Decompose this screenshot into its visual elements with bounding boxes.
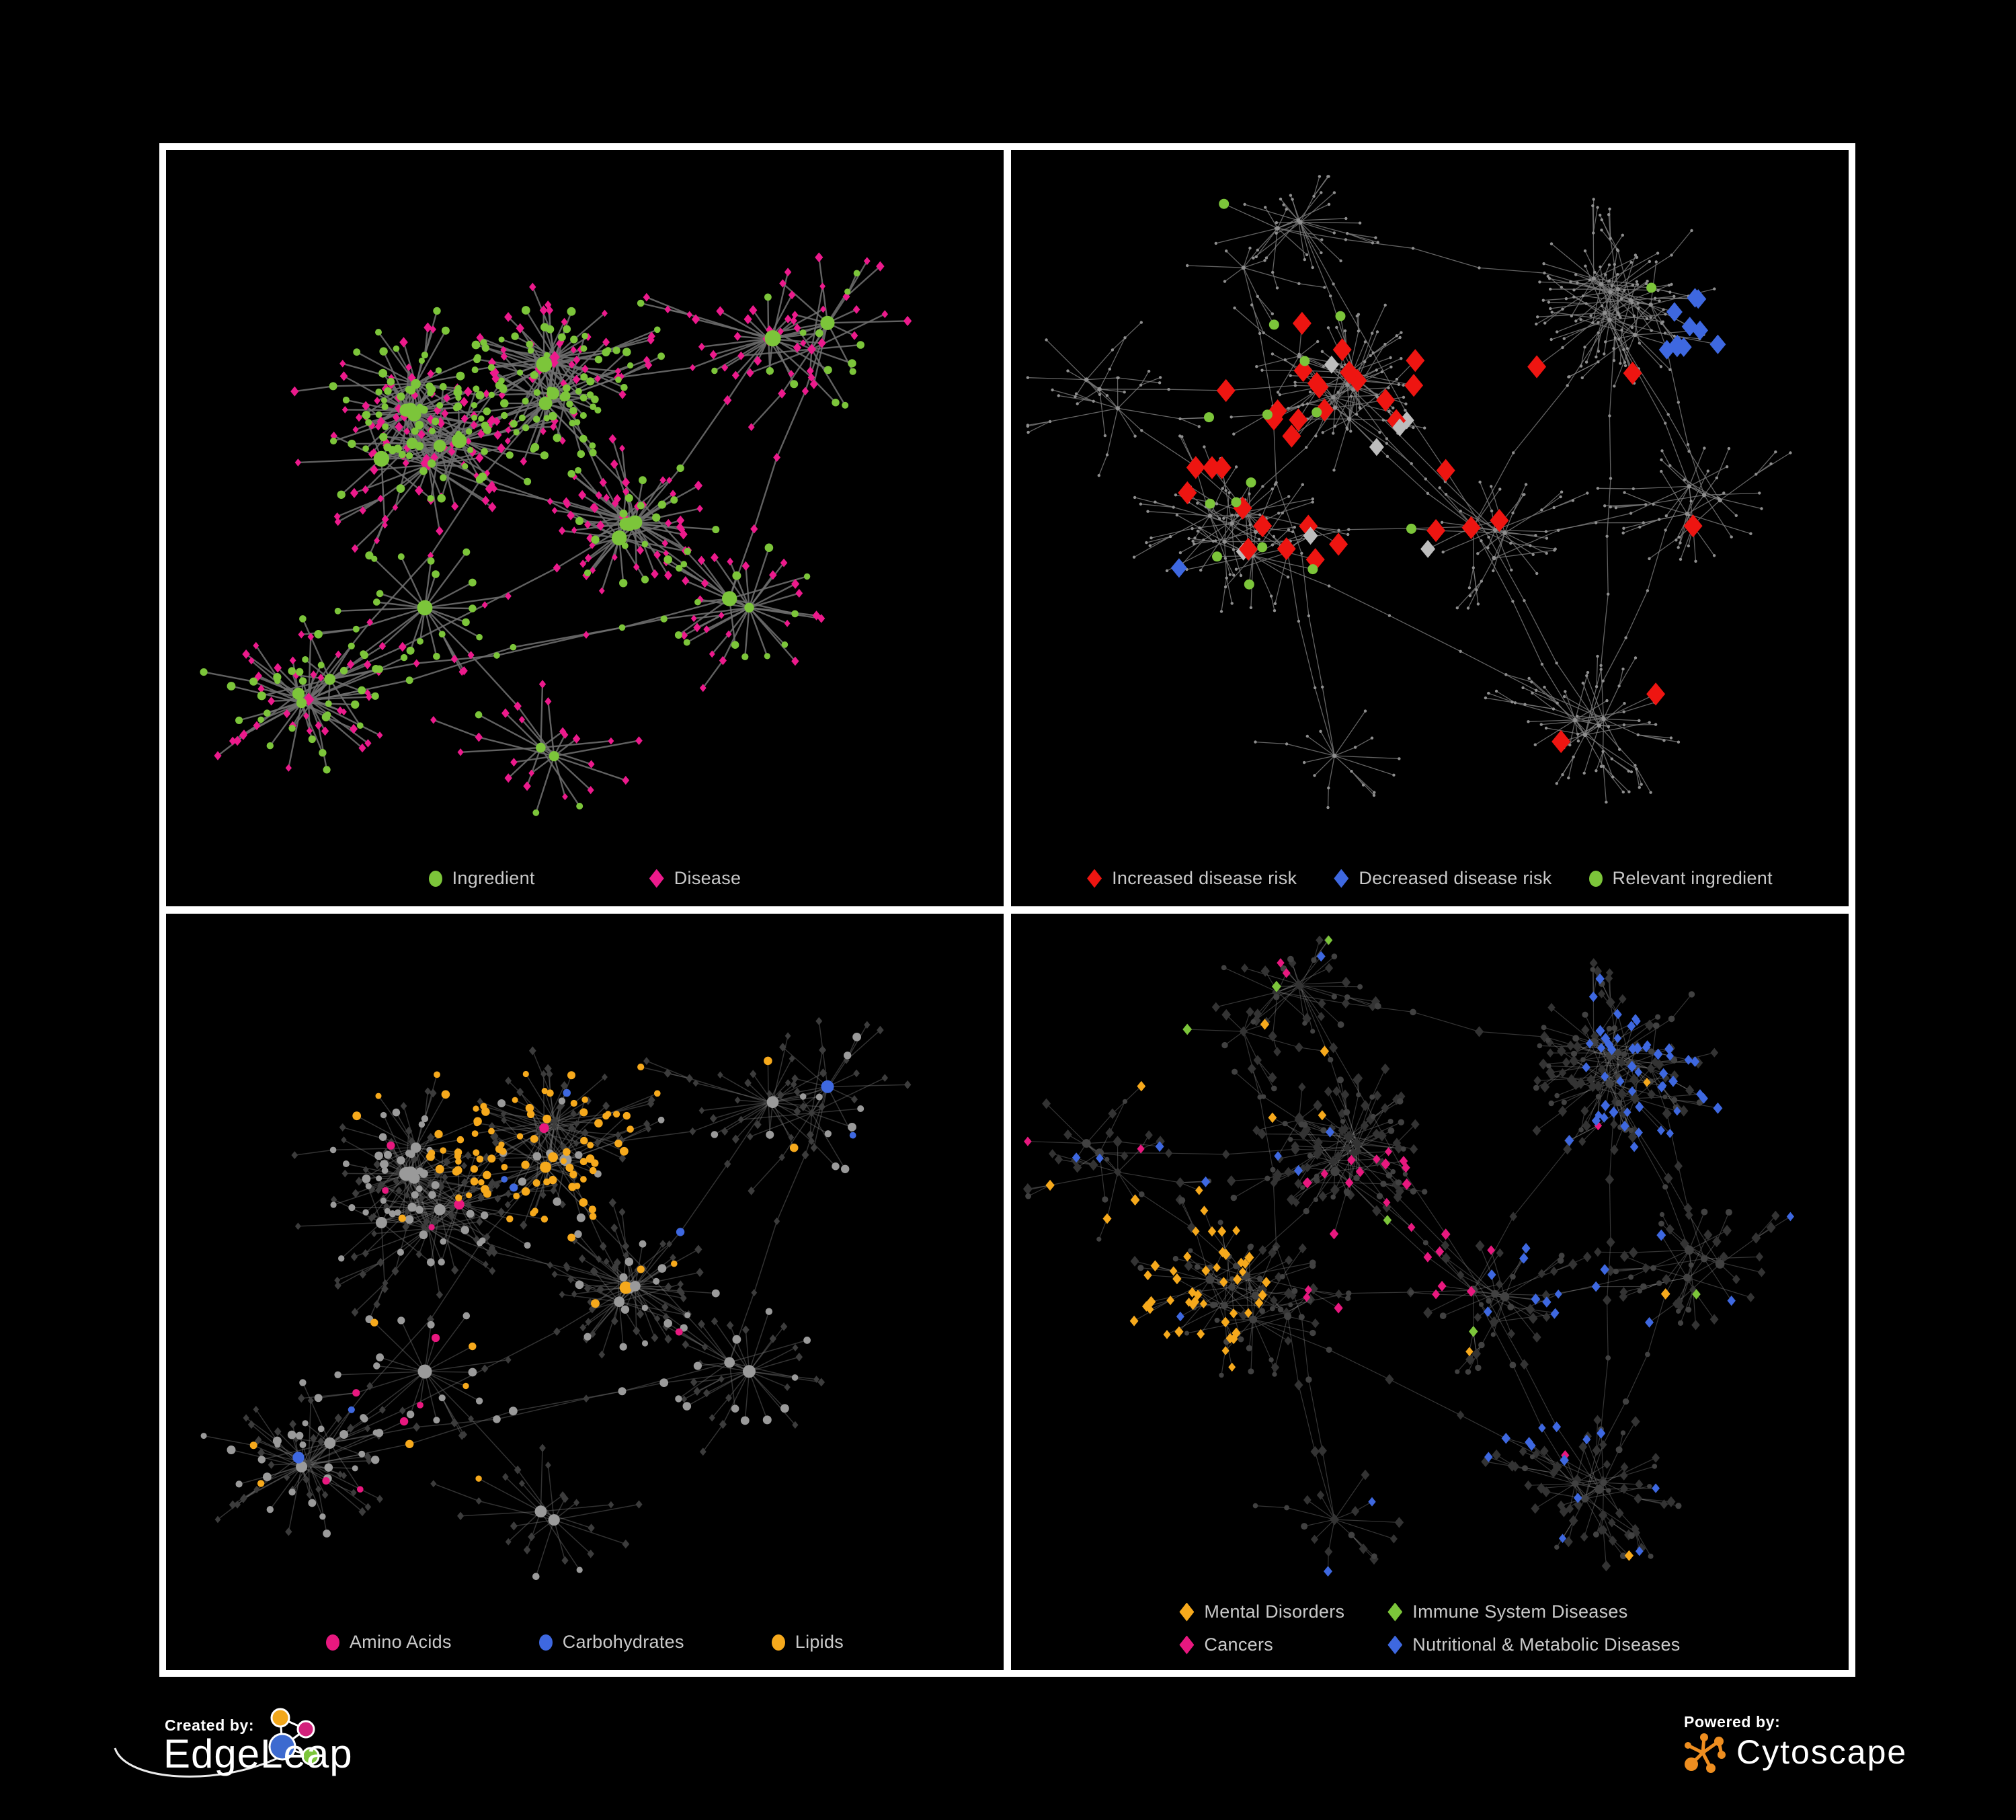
network-graph-disease-categories	[1022, 935, 1794, 1577]
nutritional-metabolic-diamond-marker	[1387, 1635, 1403, 1655]
decreased-risk-diamond-marker	[1334, 869, 1349, 888]
panel-disease-categories: Mental Disorders Immune System Diseases …	[1011, 914, 1849, 1670]
legend-item-cancers: Cancers	[1179, 1634, 1344, 1655]
powered-by-label: Powered by:	[1684, 1713, 1781, 1731]
legend-item-carbohydrates: Carbohydrates	[538, 1632, 684, 1653]
legend-item-disease: Disease	[649, 868, 741, 889]
legend-item-lipids: Lipids	[771, 1632, 844, 1653]
edgeleap-swoosh	[114, 1747, 282, 1778]
edgeleap-blue-node	[268, 1733, 296, 1761]
legend-item-relevant-ingredient: Relevant ingredient	[1588, 868, 1773, 889]
legend-chemical-classes: Amino Acids Carbohydrates Lipids	[166, 1632, 1004, 1653]
edgeleap-green-node	[301, 1747, 320, 1766]
network-graph-ingredient-disease	[200, 252, 912, 816]
edgeleap-wordmark: EdgeLeap	[163, 1731, 353, 1776]
disease-diamond-marker	[649, 869, 664, 888]
panel-ingredient-disease: Ingredient Disease	[166, 150, 1004, 906]
panel-chemical-classes: Amino Acids Carbohydrates Lipids	[166, 914, 1004, 1670]
legend-item-decreased-risk: Decreased disease risk	[1334, 868, 1551, 889]
panel-grid: Ingredient Disease Increased disease ris…	[159, 143, 1855, 1677]
legend-label: Amino Acids	[349, 1632, 452, 1652]
carbohydrates-circle-marker	[538, 1634, 553, 1651]
cytoscape-wordmark: Cytoscape	[1736, 1733, 1908, 1771]
edgeleap-credit: Created by: EdgeLeap	[106, 1706, 415, 1819]
panel-disease-risk: Increased disease risk Decreased disease…	[1011, 150, 1849, 906]
network-graph-disease-risk	[1026, 175, 1792, 809]
legend-label: Decreased disease risk	[1359, 868, 1552, 888]
created-by-label: Created by:	[165, 1716, 255, 1734]
legend-item-ingredient: Ingredient	[428, 868, 535, 889]
legend-label: Increased disease risk	[1112, 868, 1297, 888]
increased-risk-diamond-marker	[1087, 869, 1102, 888]
cancers-diamond-marker	[1179, 1635, 1195, 1655]
legend-item-mental-disorders: Mental Disorders	[1179, 1601, 1344, 1622]
edgeleap-logo	[114, 1708, 320, 1778]
legend-item-increased-risk: Increased disease risk	[1087, 868, 1297, 889]
network-graph-chemical-classes	[200, 1017, 912, 1581]
legend-disease-risk: Increased disease risk Decreased disease…	[1011, 868, 1849, 889]
legend-label: Nutritional & Metabolic Diseases	[1412, 1634, 1681, 1655]
legend-label: Ingredient	[452, 868, 535, 888]
immune-diseases-diamond-marker	[1387, 1602, 1403, 1622]
cytoscape-logo-nodes	[1685, 1733, 1726, 1773]
ingredient-circle-marker	[428, 870, 442, 887]
cytoscape-logo	[1685, 1733, 1726, 1773]
legend-item-immune-system-diseases: Immune System Diseases	[1387, 1601, 1680, 1622]
legend-label: Carbohydrates	[562, 1632, 684, 1652]
legend-ingredient-disease: Ingredient Disease	[166, 868, 1004, 889]
legend-label: Cancers	[1204, 1634, 1274, 1655]
mental-disorders-diamond-marker	[1179, 1602, 1195, 1622]
legend-label: Immune System Diseases	[1412, 1601, 1628, 1622]
edgeleap-pink-node	[296, 1720, 315, 1739]
amino-acids-circle-marker	[325, 1634, 339, 1651]
legend-label: Mental Disorders	[1204, 1601, 1345, 1622]
legend-disease-categories: Mental Disorders Immune System Diseases …	[1011, 1601, 1849, 1655]
lipids-circle-marker	[771, 1634, 785, 1651]
legend-item-amino-acids: Amino Acids	[325, 1632, 452, 1653]
legend-label: Disease	[674, 868, 741, 888]
relevant-ingredient-circle-marker	[1588, 870, 1603, 887]
cytoscape-credit: Powered by:	[1684, 1713, 2000, 1807]
legend-item-nutritional-metabolic-diseases: Nutritional & Metabolic Diseases	[1387, 1634, 1680, 1655]
edgeleap-orange-node	[270, 1708, 290, 1728]
legend-label: Lipids	[795, 1632, 844, 1652]
legend-label: Relevant ingredient	[1612, 868, 1773, 888]
